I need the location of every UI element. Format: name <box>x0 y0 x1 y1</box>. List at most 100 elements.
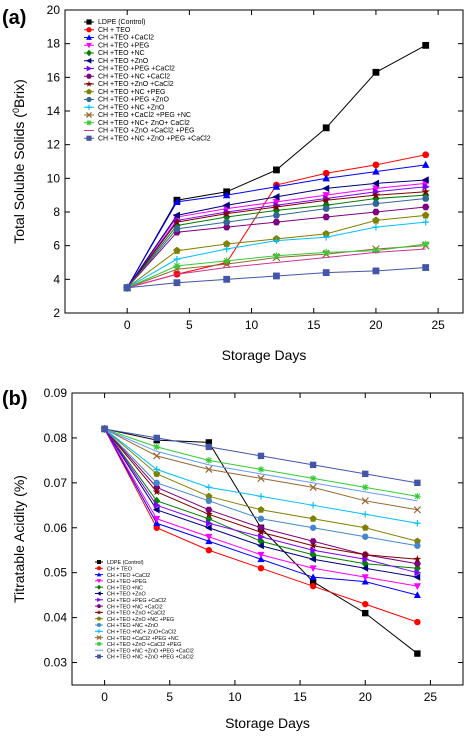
data-point <box>322 213 330 221</box>
data-point <box>272 193 280 201</box>
legend-marker <box>96 635 102 641</box>
data-point <box>309 555 316 563</box>
data-point <box>152 487 161 496</box>
legend-marker <box>86 65 93 72</box>
data-point <box>361 577 369 585</box>
data-point <box>371 179 379 188</box>
series-line <box>127 248 426 289</box>
data-point <box>361 574 369 582</box>
legend-marker <box>97 560 101 564</box>
legend-entry: CH + TEO <box>98 27 131 34</box>
data-point <box>153 470 161 477</box>
data-point <box>257 524 265 531</box>
data-point <box>153 519 161 527</box>
legend-entry: CH +TEO +CaCl2 +PEG +NC <box>98 112 191 119</box>
legend-entry: CH +TEO +NC +ZnO +PEG +CaCl2 <box>107 648 194 654</box>
legend-entry: CH +TEO +ZnO <box>107 592 146 598</box>
legend-entry: CH +TEO +ZnO +CaCl2 +PEG <box>107 642 181 648</box>
data-point <box>322 124 330 132</box>
y-tick-label: 0.08 <box>44 431 68 445</box>
y-axis-label-tail: Brix) <box>11 79 27 108</box>
legend-marker <box>96 579 102 584</box>
data-point <box>414 569 422 577</box>
data-point <box>372 216 380 224</box>
legend-entry: CH +TEO +CaCl2 <box>107 573 150 579</box>
data-point <box>173 225 181 233</box>
x-tick-label: 15 <box>307 318 321 332</box>
legend-marker <box>96 572 102 577</box>
legend-marker <box>86 73 92 79</box>
legend-marker <box>97 654 101 659</box>
y-axis-label-main: Total Soluble Solids ( <box>11 113 27 244</box>
data-point <box>152 506 160 514</box>
data-point <box>153 479 160 487</box>
data-point <box>153 466 160 473</box>
data-point <box>372 194 380 203</box>
data-point <box>222 191 231 199</box>
data-point <box>372 188 381 196</box>
legend-marker <box>96 584 102 590</box>
data-point <box>372 223 380 231</box>
y-tick-label: 0.06 <box>44 521 68 535</box>
data-point <box>205 457 213 464</box>
data-point <box>422 240 430 248</box>
x-tick-label: 10 <box>245 318 259 332</box>
legend-entry: CH +TEO +PEG <box>107 579 147 585</box>
data-point <box>273 166 280 174</box>
legend-marker <box>86 49 92 57</box>
data-point <box>413 537 421 545</box>
data-point <box>414 618 421 626</box>
data-point <box>362 600 369 608</box>
legend-entry: CH +TEO +PEG +ZnO <box>98 97 170 104</box>
data-point <box>222 223 231 231</box>
data-point <box>422 151 430 159</box>
panel-label: (a) <box>2 7 26 29</box>
x-tick-label: 0 <box>101 690 108 704</box>
y-axis-label-superscript: 0 <box>11 108 21 113</box>
legend-marker <box>86 34 92 40</box>
legend-marker <box>86 96 92 103</box>
series-5 <box>100 425 421 581</box>
data-point <box>258 533 265 541</box>
legend-marker <box>86 120 92 126</box>
data-point <box>414 520 421 527</box>
data-point <box>372 208 380 216</box>
y-tick-label: 2 <box>53 306 60 320</box>
data-point <box>205 547 213 554</box>
legend-entry: CH +TEO +CaCl2 <box>98 35 154 42</box>
data-point <box>421 211 430 219</box>
data-point <box>173 262 181 270</box>
data-point <box>322 233 330 241</box>
legend-marker <box>85 57 92 64</box>
y-axis-label: Titratable Acidity (%) <box>11 475 27 603</box>
y-tick-label: 20 <box>47 3 61 17</box>
data-point <box>153 484 161 491</box>
plot-frame <box>71 392 464 686</box>
legend-marker <box>97 641 101 646</box>
x-tick-label: 25 <box>424 690 438 704</box>
legend-marker <box>96 609 102 615</box>
data-point <box>205 524 212 532</box>
legend-entry: CH + TEO <box>107 567 132 573</box>
data-point <box>361 564 369 572</box>
data-point <box>257 515 265 522</box>
legend-entry: CH +TEO +ZnO +CaCl2 <box>98 81 174 88</box>
y-tick-label: 12 <box>47 138 61 152</box>
legend-entry: CH +TEO +NC <box>107 585 143 591</box>
legend-marker <box>86 104 92 110</box>
y-axis-label: Total Soluble Solids (0Brix) <box>11 79 27 244</box>
data-point <box>205 484 213 491</box>
data-point <box>273 237 280 245</box>
data-point <box>372 267 380 275</box>
data-point <box>222 240 231 248</box>
legend-marker <box>86 88 92 95</box>
legend-marker <box>96 604 102 609</box>
data-point <box>371 190 381 199</box>
data-point <box>272 202 281 211</box>
legend-entry: CH +TEO +NC +ZnO +PEG +CaCl2 <box>98 135 211 142</box>
data-point <box>421 187 430 196</box>
series-14 <box>104 428 418 502</box>
data-point <box>362 511 369 518</box>
